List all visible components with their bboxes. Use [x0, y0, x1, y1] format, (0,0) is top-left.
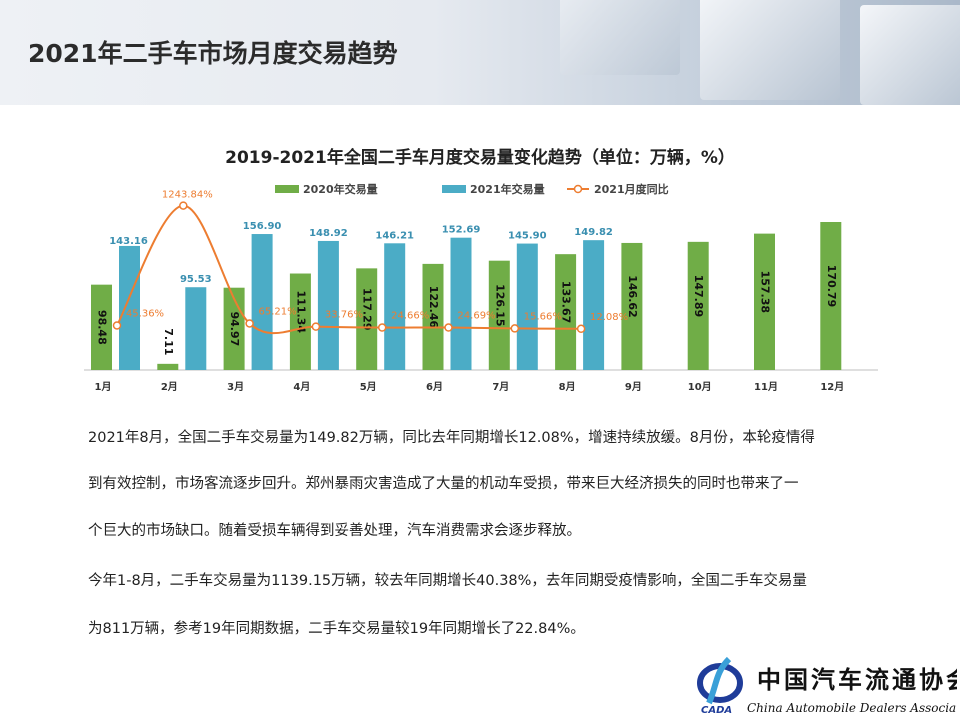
decor-cube [560, 0, 680, 75]
paragraph-line: 到有效控制，市场客流逐步回升。郑州暴雨灾害造成了大量的机动车受损，带来巨大经济损… [88, 476, 799, 492]
paragraph-line: 个巨大的市场缺口。随着受损车辆得到妥善处理，汽车消费需求会逐步释放。 [88, 523, 581, 539]
legend-swatch [275, 185, 299, 193]
decor-cube [860, 5, 960, 105]
logo-name-en: China Automobile Dealers Association [747, 701, 957, 715]
x-tick-label: 10月 [688, 381, 712, 393]
decor-cube [700, 0, 840, 100]
x-tick-label: 6月 [426, 381, 443, 393]
yoy-point [112, 321, 122, 330]
bar-2020 [157, 363, 179, 370]
yoy-label: 24.69% [457, 311, 495, 322]
bar-2020 [488, 260, 510, 370]
bar-2021-label: 143.16 [109, 236, 148, 247]
chart: 2020年交易量 2021年交易量 2021月度同比 1月 2月 3月 4月 5月 6月 7月 8月… [84, 182, 878, 393]
bar-2020-label: 98.48 [96, 310, 109, 345]
bar-2020-label: 126.15 [493, 284, 506, 326]
cada-logo: CADA 中国汽车流通协会 China Automobile Dealers A… [695, 655, 960, 717]
legend-label: 2021月度同比 [594, 182, 669, 196]
legend-label: 2021年交易量 [470, 182, 545, 196]
bar-2021 [450, 237, 472, 370]
yoy-point [576, 324, 586, 334]
x-tick-label: 1月 [95, 381, 112, 393]
x-tick-label: 8月 [559, 381, 576, 393]
yoy-label: 12.08% [590, 312, 628, 323]
x-tick-label: 5月 [360, 381, 377, 393]
bar-2020-label: 147.89 [692, 275, 705, 317]
x-tick-label: 4月 [293, 381, 310, 393]
yoy-label: 33.76% [325, 310, 363, 321]
bar-2020-label: 170.79 [825, 265, 838, 307]
logo-abbr: CADA [701, 705, 732, 716]
bar-2020 [356, 268, 378, 370]
bar-2020-label: 133.67 [560, 281, 573, 323]
x-tick-label: 7月 [492, 381, 509, 393]
bar-2020-label: 146.62 [626, 275, 639, 317]
bar-2021 [516, 243, 538, 370]
bar-2020-label: 94.97 [228, 311, 241, 346]
bar-2021 [384, 243, 406, 370]
bar-2020 [422, 263, 444, 370]
x-tick-label: 9月 [625, 381, 642, 393]
chart-title: 2019-2021年全国二手车月度交易量变化趋势（单位：万辆，%） [225, 148, 735, 168]
yoy-point [377, 323, 387, 332]
bar-2021 [317, 240, 339, 370]
bar-2021-label: 95.53 [180, 274, 212, 285]
bar-2020 [555, 254, 577, 370]
bar-2020-label: 122.46 [427, 286, 440, 329]
bar-2020 [289, 273, 311, 370]
bar-2021-label: 152.69 [442, 225, 481, 236]
legend-marker [573, 184, 583, 194]
yoy-label: 24.66% [391, 311, 429, 322]
yoy-point [245, 319, 254, 328]
bar-2021-label: 146.21 [375, 230, 414, 241]
yoy-point [444, 323, 453, 332]
paragraph-line: 为811万辆，参考19年同期数据，二手车交易量较19年同期增长了22.84%。 [88, 621, 585, 637]
bar-2020-label: 111.34 [294, 291, 307, 334]
yoy-point [311, 322, 321, 331]
bar-2020 [754, 233, 775, 370]
page-title: 2021年二手车市场月度交易趋势 [28, 39, 398, 68]
yoy-label: 15.66% [524, 311, 562, 322]
bar-2020-label: 7.11 [162, 328, 175, 355]
yoy-label: 1243.84% [162, 190, 213, 201]
yoy-point [179, 201, 188, 210]
paragraph-line: 2021年8月，全国二手车交易量为149.82万辆，同比去年同期增长12.08%… [88, 430, 815, 446]
bar-2021-label: 148.92 [309, 228, 348, 239]
bar-2020-label: 117.29 [361, 288, 374, 330]
logo-name-cn: 中国汽车流通协会 [757, 665, 957, 694]
x-tick-label: 3月 [227, 381, 244, 393]
bar-2020 [820, 222, 842, 370]
logo-mark: CADA 中国汽车流通协会 China Automobile Dealers A… [697, 656, 960, 716]
header-banner [0, 0, 960, 105]
bar-2021 [185, 287, 207, 370]
bar-2020-label: 157.38 [759, 271, 772, 313]
bar-2020 [687, 241, 709, 370]
bar-2021 [251, 234, 273, 370]
yoy-label: 65.21% [259, 306, 297, 317]
bar-2021-label: 149.82 [574, 227, 613, 238]
bar-2021-label: 156.90 [243, 221, 282, 232]
bar-2021 [583, 240, 605, 370]
bar-2021 [119, 245, 140, 370]
bar-2021-label: 145.90 [508, 231, 547, 242]
yoy-point [510, 324, 520, 333]
x-tick-label: 12月 [820, 381, 844, 393]
yoy-label: 45.36% [126, 308, 164, 319]
legend-swatch [442, 185, 466, 193]
bar-2020 [91, 284, 112, 370]
bar-2020 [621, 242, 643, 370]
x-tick-label: 2月 [161, 381, 178, 393]
legend-label: 2020年交易量 [303, 182, 378, 196]
x-tick-label: 11月 [754, 381, 778, 393]
paragraph-line: 今年1-8月，二手车交易量为1139.15万辆，较去年同期增长40.38%，去年… [88, 573, 807, 589]
